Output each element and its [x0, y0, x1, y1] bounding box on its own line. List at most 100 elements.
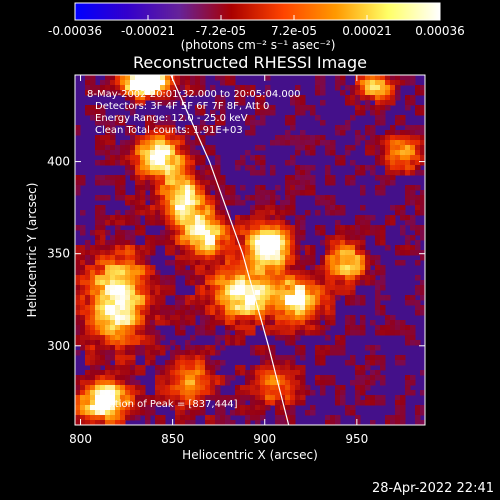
heatmap-cell: [150, 85, 156, 91]
heatmap-cell: [195, 105, 201, 111]
heatmap-cell: [110, 260, 116, 266]
heatmap-cell: [125, 165, 131, 171]
heatmap-cell: [90, 265, 96, 271]
heatmap-cell: [175, 295, 181, 301]
heatmap-cell: [180, 240, 186, 246]
heatmap-cell: [170, 275, 176, 281]
heatmap-cell: [100, 385, 106, 391]
heatmap-cell: [270, 210, 276, 216]
heatmap-cell: [295, 170, 301, 176]
heatmap-cell: [400, 135, 406, 141]
heatmap-cell: [320, 85, 326, 91]
heatmap-cell: [265, 85, 271, 91]
heatmap-cell: [270, 390, 276, 396]
heatmap-cell: [170, 90, 176, 96]
heatmap-cell: [270, 195, 276, 201]
heatmap-cell: [155, 200, 161, 206]
heatmap-cell: [310, 330, 316, 336]
heatmap-cell: [95, 285, 101, 291]
heatmap-cell: [95, 120, 101, 126]
heatmap-cell: [125, 310, 131, 316]
heatmap-cell: [195, 235, 201, 241]
heatmap-cell: [150, 250, 156, 256]
heatmap-cell: [185, 255, 191, 261]
heatmap-cell: [395, 130, 401, 136]
heatmap-cell: [150, 400, 156, 406]
heatmap-cell: [215, 265, 221, 271]
heatmap-cell: [375, 120, 381, 126]
heatmap-cell: [175, 185, 181, 191]
heatmap-cell: [90, 350, 96, 356]
heatmap-cell: [220, 310, 226, 316]
heatmap-cell: [410, 130, 416, 136]
heatmap-cell: [200, 290, 206, 296]
heatmap-cell: [175, 345, 181, 351]
heatmap-cell: [115, 355, 121, 361]
heatmap-cell: [190, 375, 196, 381]
heatmap-cell: [185, 250, 191, 256]
heatmap-cell: [85, 75, 91, 81]
heatmap-cell: [145, 275, 151, 281]
heatmap-cell: [75, 175, 81, 181]
heatmap-cell: [365, 265, 371, 271]
heatmap-cell: [220, 405, 226, 411]
heatmap-cell: [250, 310, 256, 316]
heatmap-cell: [290, 375, 296, 381]
heatmap-cell: [85, 395, 91, 401]
heatmap-cell: [280, 370, 286, 376]
heatmap-cell: [130, 360, 136, 366]
heatmap-cell: [310, 300, 316, 306]
heatmap-cell: [200, 330, 206, 336]
heatmap-cell: [160, 230, 166, 236]
heatmap-cell: [180, 150, 186, 156]
heatmap-cell: [165, 290, 171, 296]
heatmap-cell: [415, 200, 421, 206]
heatmap-cell: [360, 315, 366, 321]
heatmap-cell: [400, 230, 406, 236]
heatmap-cell: [200, 80, 206, 86]
heatmap-cell: [175, 355, 181, 361]
heatmap-cell: [150, 185, 156, 191]
heatmap-cell: [280, 300, 286, 306]
heatmap-cell: [115, 300, 121, 306]
heatmap-cell: [165, 245, 171, 251]
heatmap-cell: [225, 235, 231, 241]
heatmap-cell: [295, 370, 301, 376]
heatmap-cell: [130, 95, 136, 101]
heatmap-cell: [270, 105, 276, 111]
heatmap-cell: [250, 265, 256, 271]
heatmap-cell: [235, 100, 241, 106]
heatmap-cell: [275, 240, 281, 246]
heatmap-cell: [190, 390, 196, 396]
heatmap-cell: [350, 115, 356, 121]
heatmap-cell: [185, 180, 191, 186]
heatmap-cell: [175, 405, 181, 411]
heatmap-cell: [145, 360, 151, 366]
heatmap-cell: [395, 85, 401, 91]
heatmap-cell: [385, 170, 391, 176]
heatmap-cell: [215, 315, 221, 321]
heatmap-cell: [300, 215, 306, 221]
heatmap-cell: [215, 250, 221, 256]
heatmap-cell: [290, 95, 296, 101]
heatmap-cell: [180, 300, 186, 306]
heatmap-cell: [225, 225, 231, 231]
heatmap-cell: [200, 375, 206, 381]
heatmap-cell: [325, 165, 331, 171]
heatmap-cell: [275, 300, 281, 306]
heatmap-cell: [135, 325, 141, 331]
heatmap-cell: [215, 340, 221, 346]
heatmap-cell: [380, 105, 386, 111]
heatmap-cell: [90, 360, 96, 366]
heatmap-cell: [265, 365, 271, 371]
heatmap-cell: [235, 200, 241, 206]
heatmap-cell: [170, 370, 176, 376]
heatmap-cell: [315, 330, 321, 336]
heatmap-cell: [240, 265, 246, 271]
heatmap-cell: [145, 180, 151, 186]
heatmap-cell: [80, 415, 86, 421]
heatmap-cell: [335, 245, 341, 251]
heatmap-cell: [115, 180, 121, 186]
heatmap-cell: [145, 220, 151, 226]
heatmap-cell: [415, 135, 421, 141]
